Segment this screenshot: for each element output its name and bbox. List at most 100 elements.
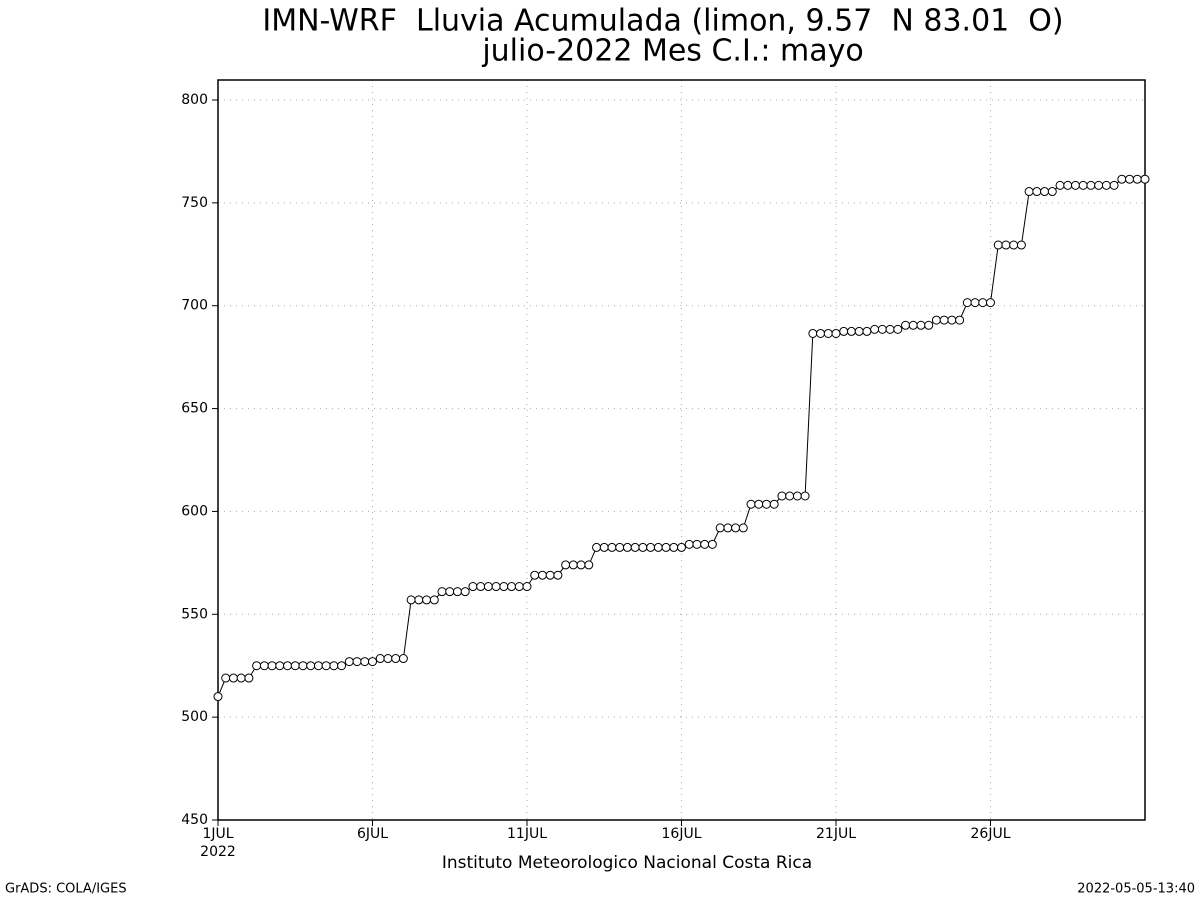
data-point: [491, 582, 501, 592]
data-point: [823, 328, 833, 338]
data-point: [337, 661, 347, 671]
data-point: [267, 661, 277, 671]
data-point: [870, 324, 880, 334]
data-point: [661, 542, 671, 552]
data-point: [1055, 180, 1065, 190]
data-point: [908, 320, 918, 330]
data-point: [839, 326, 849, 336]
data-point: [537, 570, 547, 580]
data-point: [1001, 240, 1011, 250]
x-tick-label: 21JUL: [816, 826, 856, 842]
data-point: [576, 560, 586, 570]
y-tick-label: 600: [181, 503, 208, 519]
data-point: [1016, 240, 1026, 250]
x-axis-label: Instituto Meteorologico Nacional Costa R…: [442, 853, 812, 873]
plot-frame: [217, 79, 1146, 821]
data-point: [499, 582, 509, 592]
x-tick-label: 6JUL: [357, 826, 388, 842]
data-point: [344, 657, 354, 667]
data-point: [406, 595, 416, 605]
data-point: [754, 499, 764, 509]
data-point: [1024, 187, 1034, 197]
data-point: [630, 542, 640, 552]
data-point: [228, 673, 238, 683]
data-point: [955, 315, 965, 325]
data-point: [429, 595, 439, 605]
y-tick-label: 550: [181, 606, 208, 622]
data-point: [854, 326, 864, 336]
y-tick-label: 450: [181, 812, 208, 828]
data-point: [1117, 174, 1127, 184]
data-point: [422, 595, 432, 605]
data-point: [707, 539, 717, 549]
data-point: [785, 491, 795, 501]
data-point: [738, 523, 748, 533]
data-point: [568, 560, 578, 570]
data-point: [259, 661, 269, 671]
data-point: [924, 320, 934, 330]
data-point: [1109, 180, 1119, 190]
data-point: [476, 582, 486, 592]
data-point: [877, 324, 887, 334]
data-point: [306, 661, 316, 671]
data-point: [901, 320, 911, 330]
data-point: [684, 539, 694, 549]
data-point: [1009, 240, 1019, 250]
data-point: [507, 582, 517, 592]
data-point: [746, 499, 756, 509]
y-tick-label: 500: [181, 709, 208, 725]
data-point: [831, 328, 841, 338]
x-sublabel: 2022: [200, 844, 236, 860]
y-tick-label: 750: [181, 195, 208, 211]
data-point: [615, 542, 625, 552]
chart-title: IMN-WRF Lluvia Acumulada (limon, 9.57 N …: [262, 4, 1063, 39]
data-point: [986, 298, 995, 308]
data-point: [514, 582, 524, 592]
data-point: [414, 595, 424, 605]
data-point: [460, 587, 470, 597]
x-tick-label: 1JUL: [202, 826, 233, 842]
data-point: [1078, 180, 1088, 190]
x-tick-label: 16JUL: [662, 826, 702, 842]
data-point: [1040, 187, 1050, 197]
data-point: [761, 499, 771, 509]
footer-right: 2022-05-05-13:40: [1077, 882, 1195, 897]
data-point: [522, 582, 532, 592]
data-point: [468, 582, 478, 592]
data-point: [638, 542, 648, 552]
data-point: [1032, 187, 1042, 197]
data-point: [1094, 180, 1104, 190]
data-point: [731, 523, 741, 533]
data-point: [321, 661, 331, 671]
data-point: [584, 560, 594, 570]
data-point: [452, 587, 462, 597]
data-point: [1063, 180, 1073, 190]
data-point: [970, 298, 980, 308]
data-point: [298, 661, 308, 671]
data-point: [1086, 180, 1096, 190]
y-tick-label: 800: [181, 92, 208, 108]
data-point: [290, 661, 300, 671]
data-point: [769, 499, 779, 509]
data-point: [383, 654, 393, 664]
data-point: [607, 542, 617, 552]
data-point: [275, 661, 285, 671]
data-point: [561, 560, 571, 570]
data-point: [599, 542, 609, 552]
data-point: [700, 539, 710, 549]
data-point: [862, 326, 872, 336]
y-tick-label: 650: [181, 401, 208, 417]
data-point: [375, 654, 385, 664]
data-point: [816, 328, 826, 338]
data-point: [978, 298, 988, 308]
data-point: [808, 328, 818, 338]
data-point: [993, 240, 1003, 250]
data-point: [1070, 180, 1080, 190]
y-tick-label: 700: [181, 298, 208, 314]
data-point: [1132, 174, 1142, 184]
data-point: [893, 324, 903, 334]
data-point: [669, 542, 679, 552]
data-point: [360, 657, 370, 667]
data-point: [445, 587, 455, 597]
